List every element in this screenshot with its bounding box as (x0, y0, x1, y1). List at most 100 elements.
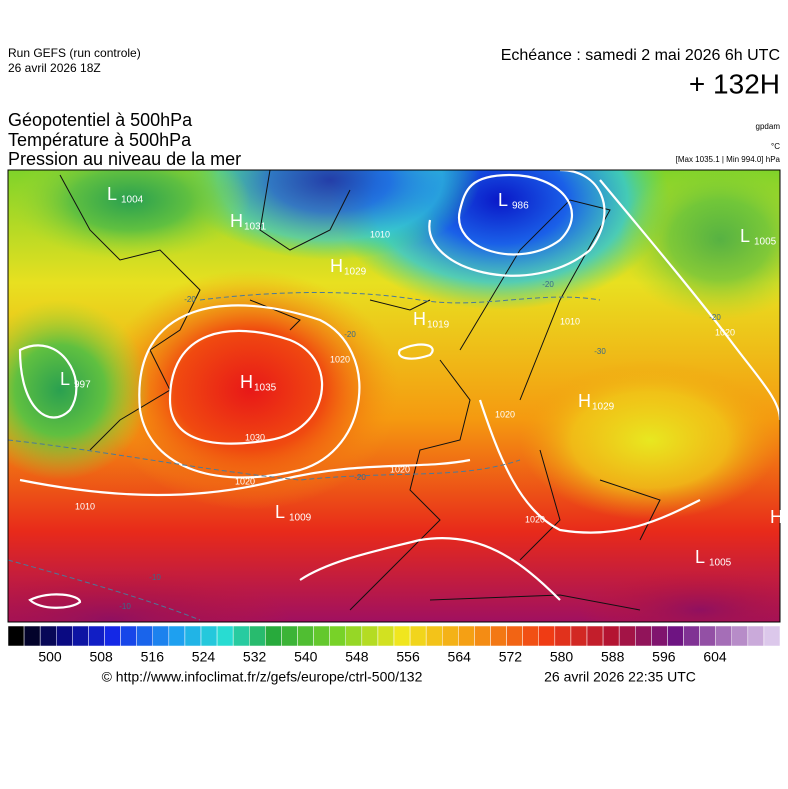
temperature-label: -10 (149, 573, 161, 582)
color-swatch (731, 625, 749, 647)
isobar-label: 1020 (715, 327, 735, 337)
color-bar: 500 508 516 524 532 540 548 556 564 572 580 588 596 6… (7, 625, 781, 665)
unit: [Max 1035.1 | Min 994.0] hPa (676, 155, 781, 164)
isobar-label: 1020 (495, 409, 515, 419)
temperature-label: -20 (344, 330, 356, 339)
color-swatch (281, 625, 298, 647)
color-swatch (56, 625, 73, 647)
color-swatch (586, 625, 604, 647)
color-bar-label: 588 (601, 649, 625, 665)
color-swatch (474, 625, 491, 647)
color-swatch (313, 625, 330, 647)
color-swatch (136, 625, 154, 647)
center-kind: L (695, 547, 705, 567)
color-swatch (39, 625, 57, 647)
color-swatch (216, 625, 234, 647)
color-swatch (23, 625, 41, 647)
center-value: 1005 (709, 558, 732, 569)
temperature-label: -10 (119, 602, 131, 611)
center-kind: H (578, 391, 591, 411)
temperature-label: -20 (354, 473, 366, 482)
unit: gpdam (756, 122, 781, 131)
color-bar-label: 572 (499, 649, 523, 665)
color-swatch (425, 625, 443, 647)
color-swatch (104, 625, 121, 647)
color-swatch (522, 625, 540, 647)
color-swatch (345, 625, 363, 647)
color-swatch (763, 625, 781, 647)
color-bar-label: 516 (141, 649, 165, 665)
color-swatch (506, 625, 523, 647)
color-bar-label: 564 (448, 649, 472, 665)
center-kind: L (60, 369, 70, 389)
lead-time: + 132H (689, 68, 780, 99)
color-swatch (747, 625, 765, 647)
echeance: Echéance : samedi 2 mai 2026 6h UTC (501, 47, 780, 64)
color-bar-label: 540 (294, 649, 318, 665)
color-swatch (667, 625, 684, 647)
color-swatch (409, 625, 427, 647)
color-swatch (200, 625, 218, 647)
temperature-label: -20 (709, 313, 721, 322)
center-value: 1035 (254, 383, 277, 394)
color-bar-label: 532 (243, 649, 267, 665)
temperature-label: -30 (594, 347, 606, 356)
color-bar-label: 524 (192, 649, 216, 665)
center-kind: H (240, 372, 253, 392)
color-swatch (651, 625, 668, 647)
color-bar-label: 500 (38, 649, 62, 665)
run-date: 26 avril 2026 18Z (8, 61, 101, 75)
isobar-label: 1010 (75, 501, 95, 511)
color-bar-label: 580 (550, 649, 574, 665)
color-bar-label: 596 (652, 649, 676, 665)
center-kind: L (107, 184, 117, 204)
center-kind: H (413, 309, 426, 329)
center-value: 986 (512, 201, 529, 212)
issued: 26 avril 2026 22:35 UTC (544, 669, 696, 685)
color-swatch (554, 625, 572, 647)
color-swatch (699, 625, 716, 647)
color-bar-label: 604 (703, 649, 727, 665)
color-swatch (120, 625, 137, 647)
center-kind: H (770, 507, 783, 527)
center-value: 997 (74, 380, 91, 391)
color-swatch (715, 625, 733, 647)
color-swatch (683, 625, 700, 647)
isobar-label: 1020 (525, 514, 545, 524)
color-swatch (570, 625, 588, 647)
center-kind: L (498, 190, 508, 210)
color-swatch (88, 625, 105, 647)
color-swatch (635, 625, 652, 647)
center-kind: H (230, 211, 243, 231)
isobar-label: 1020 (390, 464, 410, 474)
color-swatch (168, 625, 186, 647)
map-frame (7, 169, 781, 623)
center-value: 1009 (289, 513, 312, 524)
title: Géopotentiel à 500hPa (8, 110, 193, 130)
color-swatch (361, 625, 379, 647)
color-swatch (377, 625, 395, 647)
center-value: 1029 (344, 267, 367, 278)
isobar-label: 1010 (560, 316, 580, 326)
color-swatch (184, 625, 202, 647)
color-swatch (152, 625, 170, 647)
color-swatch (538, 625, 556, 647)
color-swatch (602, 625, 620, 647)
color-swatch (249, 625, 266, 647)
map (8, 170, 780, 622)
temperature-label: -20 (542, 280, 554, 289)
isobar-label: 1030 (245, 432, 265, 442)
color-bar-label: 508 (89, 649, 113, 665)
color-swatch (618, 625, 636, 647)
color-bar-label: 556 (396, 649, 420, 665)
source-url: © http://www.infoclimat.fr/z/gefs/europe… (102, 669, 423, 685)
color-swatch (393, 625, 411, 647)
center-value: 1004 (121, 195, 144, 206)
center-value: 1005 (754, 237, 777, 248)
color-swatch (265, 625, 282, 647)
run: Run GEFS (run controle) (8, 46, 141, 60)
isobar-label: 1010 (370, 229, 390, 239)
title: Pression au niveau de la mer (8, 149, 241, 169)
color-swatch (329, 625, 346, 647)
